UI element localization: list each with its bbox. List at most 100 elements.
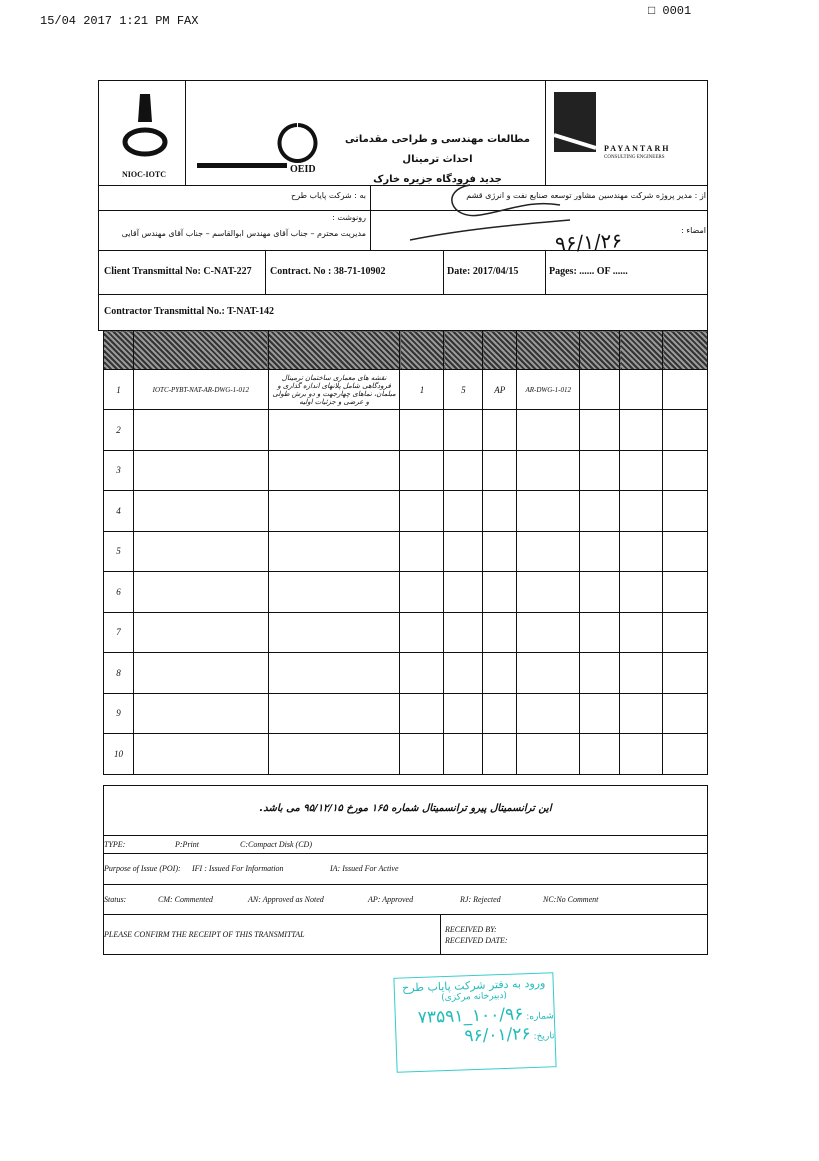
table-cell [399,692,445,734]
from: از : مدیر پروژه شرکت مهندسین مشاور توسعه… [466,191,706,200]
to: به : شرکت پایاب طرح [291,191,366,200]
status-an: AN: Approved as Noted [248,895,324,904]
table-cell: 8 [103,652,134,694]
nioc-logo [122,94,168,157]
table-row: 1 IOTC-PYBT-NAT-AR-DWG-1-012 نقشه های معما… [103,369,708,410]
table-cell [619,652,664,694]
table-cell [443,611,484,653]
table-cell [619,490,664,532]
rule [440,914,441,955]
title-line: مطالعات مهندسی و طراحی مقدماتی احداث ترم… [344,134,530,165]
table-cell [267,652,401,694]
table-cell [516,733,581,775]
table-row: 3 [103,449,708,491]
nioc-label: NIOC-IOTC [121,170,166,179]
legend-box [103,785,708,955]
rule [103,835,708,836]
table-cell [132,490,269,532]
table-cell: 5 [443,369,484,410]
table-cell: IOTC-PYBT-NAT-AR-DWG-1-012 [132,369,269,410]
table-cell [482,611,518,653]
table-cell [516,571,581,613]
table-cell: 1 [399,369,445,410]
table-cell: 2 [103,409,134,451]
table-cell [443,733,484,775]
rule [545,80,546,185]
oeid-logo [197,123,318,168]
table-cell [579,490,621,532]
title-line: جدید فرودگاه جزیره خارک [373,174,502,185]
status-nc: NC:No Comment [543,895,599,904]
fax-header: 15/04 2017 1:21 PM FAX [40,14,199,28]
table-cell [399,530,445,572]
table-cell [443,449,484,491]
table-cell [619,611,664,653]
table-row: 5 [103,530,708,572]
table-cell [619,409,664,451]
type-p: P:Print [175,840,199,849]
table-cell [267,611,401,653]
table-cell [482,409,518,451]
rule [98,185,708,186]
table-cell [516,449,581,491]
table-cell: 1 [103,369,134,410]
type-c: C:Compact Disk (CD) [240,840,312,849]
table-cell [443,571,484,613]
table-cell [267,490,401,532]
table-cell [579,369,621,410]
table-cell [579,571,621,613]
stamp-date: ۹۶/۰۱/۲۶ [464,1024,531,1047]
table-cell [662,692,708,734]
table-cell [399,652,445,694]
table-cell [267,530,401,572]
table-row: 9 [103,692,708,734]
status-label: Status: [104,895,127,904]
table-cell [399,409,445,451]
table-cell [482,449,518,491]
table-cell [399,490,445,532]
table-cell [516,530,581,572]
payantarh-logo [553,92,597,152]
table-cell [267,692,401,734]
table-cell [619,369,664,410]
rule [443,250,444,295]
table-cell [662,490,708,532]
table-cell [482,733,518,775]
table-cell [662,530,708,572]
payantarh-label: PAYANTARH [604,144,671,153]
table-cell [132,571,269,613]
table-cell [132,449,269,491]
rule [370,185,371,250]
poi-ifi: IFI : Issued For Information [192,864,284,873]
table-header [103,330,708,370]
contract: Contract. No : 38-71-10902 [270,266,386,277]
signature [409,184,571,241]
table-cell [516,409,581,451]
table-cell [443,409,484,451]
note: این ترانسمیتال پیرو ترانسمیتال شماره ۱۶۵… [259,803,552,814]
table-cell [482,652,518,694]
table-cell [267,571,401,613]
table-cell: 5 [103,530,134,572]
table-cell: 6 [103,571,134,613]
rule [98,210,708,211]
cc: مدیریت محترم – جناب آقای مهندس ابوالقاسم… [121,229,366,238]
table-cell [399,611,445,653]
rule [545,250,546,295]
payantarh-sub: CONSULTING ENGINEERS [604,155,665,160]
table-cell [399,571,445,613]
fax-page-number: 0001 [662,4,692,18]
table-cell [443,530,484,572]
table-cell [132,652,269,694]
table-cell [619,530,664,572]
table-row: 6 [103,571,708,613]
poi-label: Purpose of Issue (POI): [104,864,181,873]
table-cell [579,611,621,653]
table-cell [516,490,581,532]
rule [265,250,266,295]
table-cell [267,409,401,451]
rule [103,914,708,915]
table-cell [482,692,518,734]
table-cell: نقشه های معماری ساختمان ترمینال فرودگاهی… [267,369,401,410]
table-cell: 4 [103,490,134,532]
